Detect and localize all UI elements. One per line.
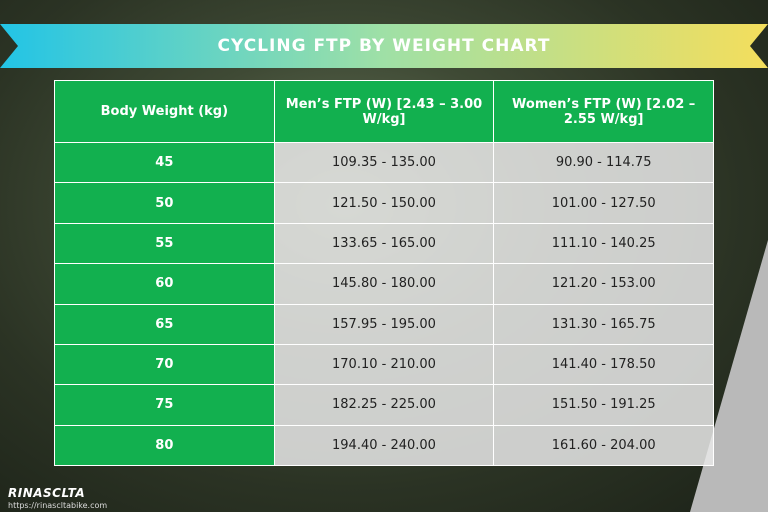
header-row: Body Weight (kg) Men’s FTP (W) [2.43 – 3.…	[54, 80, 714, 143]
ftp-cell: 111.10 - 140.25	[493, 222, 714, 265]
table-row: 75 182.25 - 225.00 151.50 - 191.25	[54, 384, 714, 426]
table-row: 70 170.10 - 210.00 141.40 - 178.50	[54, 343, 714, 386]
ftp-cell: 161.60 - 204.00	[493, 424, 714, 467]
ftp-cell: 170.10 - 210.00	[273, 343, 495, 386]
ftp-cell: 157.95 - 195.00	[273, 303, 495, 345]
column-header: Men’s FTP (W) [2.43 – 3.00 W/kg]	[273, 80, 495, 143]
weight-cell: 55	[54, 222, 275, 265]
ftp-cell: 141.40 - 178.50	[493, 343, 714, 386]
table-row: 55 133.65 - 165.00 111.10 - 140.25	[54, 222, 714, 265]
table-row: 45 109.35 - 135.00 90.90 - 114.75	[54, 141, 714, 184]
ftp-cell: 133.65 - 165.00	[273, 222, 495, 265]
table-row: 65 157.95 - 195.00 131.30 - 165.75	[54, 303, 714, 345]
ftp-cell: 109.35 - 135.00	[273, 141, 495, 184]
title-banner	[0, 24, 768, 68]
column-header: Body Weight (kg)	[54, 80, 275, 143]
ftp-table: Body Weight (kg) Men’s FTP (W) [2.43 – 3.…	[54, 80, 714, 467]
weight-cell: 80	[54, 424, 275, 467]
ftp-cell: 151.50 - 191.25	[493, 384, 714, 426]
weight-cell: 70	[54, 343, 275, 386]
column-header: Women’s FTP (W) [2.02 – 2.55 W/kg]	[493, 80, 714, 143]
weight-cell: 65	[54, 303, 275, 345]
ftp-cell: 131.30 - 165.75	[493, 303, 714, 345]
table-row: 60 145.80 - 180.00 121.20 - 153.00	[54, 263, 714, 305]
ftp-cell: 121.20 - 153.00	[493, 263, 714, 305]
brand-logo: RINASCLTA	[8, 486, 86, 500]
ftp-cell: 121.50 - 150.00	[273, 182, 495, 224]
weight-cell: 60	[54, 263, 275, 305]
weight-cell: 75	[54, 384, 275, 426]
ftp-cell: 194.40 - 240.00	[273, 424, 495, 467]
title: CYCLING FTP BY WEIGHT CHART	[217, 36, 551, 56]
ftp-cell: 182.25 - 225.00	[273, 384, 495, 426]
weight-cell: 45	[54, 141, 275, 184]
weight-cell: 50	[54, 182, 275, 224]
brand-url: https://rinascltabike.com	[8, 501, 108, 510]
table-row: 80 194.40 - 240.00 161.60 - 204.00	[54, 424, 714, 467]
ftp-cell: 145.80 - 180.00	[273, 263, 495, 305]
ftp-cell: 90.90 - 114.75	[493, 141, 714, 184]
ftp-cell: 101.00 - 127.50	[493, 182, 714, 224]
table-row: 50 121.50 - 150.00 101.00 - 127.50	[54, 182, 714, 224]
table-body: 45 109.35 - 135.00 90.90 - 114.75 50 121.50 …	[54, 141, 714, 467]
